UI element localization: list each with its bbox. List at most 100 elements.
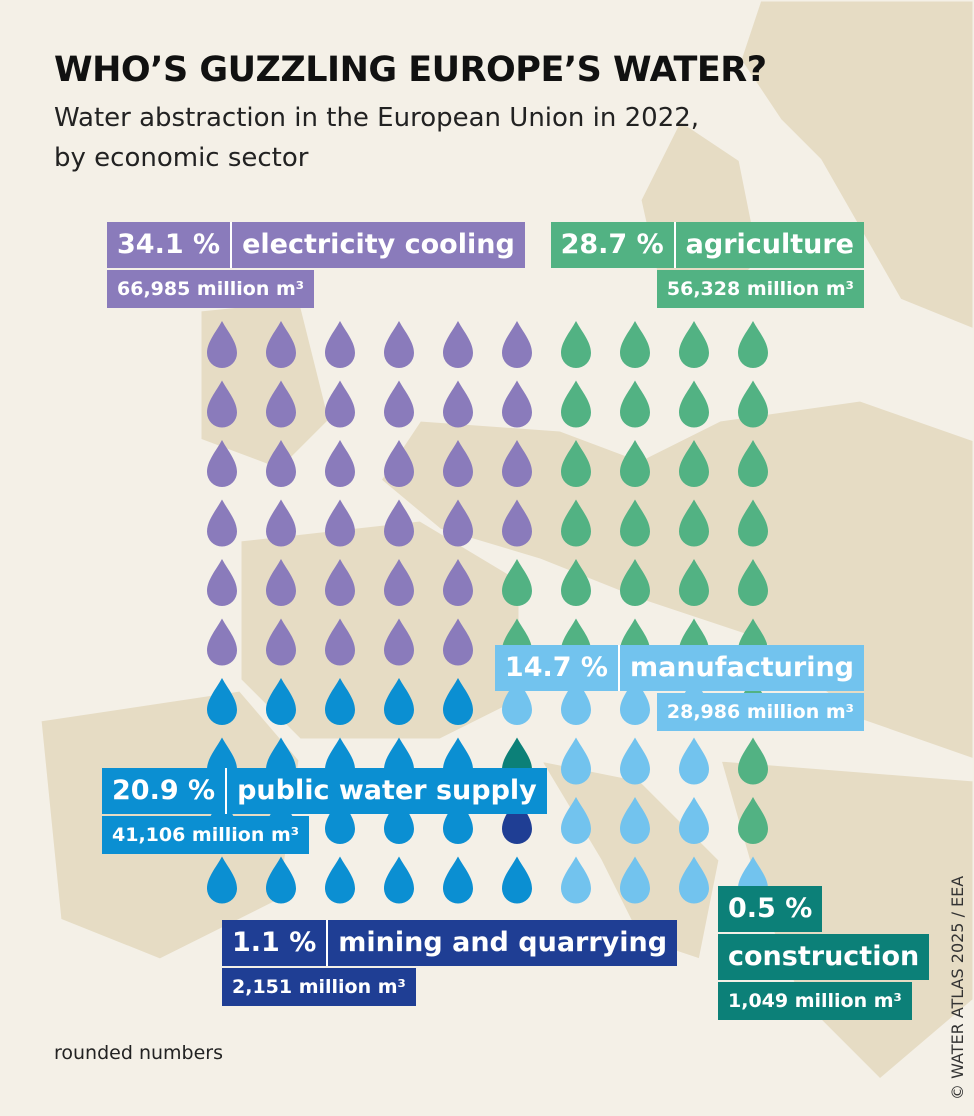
- drop: [207, 618, 237, 666]
- drop: [561, 678, 591, 725]
- drop: [679, 499, 709, 547]
- drop: [620, 321, 650, 368]
- drop: [620, 380, 650, 428]
- drop: [561, 499, 591, 547]
- drop: [325, 797, 355, 844]
- percent-label: 1.1 %: [222, 920, 329, 966]
- label-box: 34.1 % electricity cooling: [107, 222, 525, 268]
- drop: [325, 678, 355, 725]
- drop: [266, 380, 296, 428]
- drop: [266, 440, 296, 487]
- drop: [384, 380, 414, 428]
- drop: [620, 559, 650, 606]
- drop: [443, 797, 473, 844]
- drop: [679, 797, 709, 844]
- sector-name: construction: [718, 934, 930, 980]
- drop: [266, 499, 296, 547]
- drop: [502, 499, 532, 547]
- label-box: 20.9 % public water supply: [102, 768, 547, 814]
- credit: © WATER ATLAS 2025 / EEA: [948, 875, 967, 1100]
- note: rounded numbers: [54, 1042, 224, 1064]
- label-box: 14.7 % manufacturing: [494, 645, 864, 691]
- drop: [738, 380, 768, 428]
- drop: [738, 797, 768, 844]
- drop: [384, 856, 414, 904]
- subtitle: Water abstraction in the European Union …: [54, 103, 700, 173]
- drop: [738, 440, 768, 487]
- drop: [679, 440, 709, 487]
- drop: [502, 797, 532, 844]
- volume-label: 66,985 million m³: [107, 270, 315, 308]
- drop: [325, 618, 355, 666]
- drop: [738, 737, 768, 785]
- volume-label: 28,986 million m³: [656, 693, 864, 731]
- drop: [561, 380, 591, 428]
- drop: [679, 856, 709, 904]
- percent-label: 0.5 %: [718, 886, 823, 932]
- drop: [266, 321, 296, 368]
- drop: [620, 737, 650, 785]
- drop: [207, 856, 237, 904]
- sector-name: manufacturing: [629, 652, 854, 683]
- drop: [325, 321, 355, 368]
- drop: [620, 797, 650, 844]
- drop: [561, 737, 591, 785]
- volume-label: 2,151 million m³: [222, 968, 416, 1006]
- drop: [384, 797, 414, 844]
- title: WHO’S GUZZLING EUROPE’S WATER?: [54, 50, 767, 90]
- percent-label: 14.7 %: [495, 645, 620, 691]
- drop: [384, 499, 414, 547]
- drop: [384, 678, 414, 725]
- sector-name: electricity cooling: [242, 229, 515, 260]
- drop: [207, 321, 237, 368]
- drop: [325, 559, 355, 606]
- volume-label: 41,106 million m³: [102, 816, 310, 854]
- drop: [561, 797, 591, 844]
- drop: [738, 321, 768, 368]
- sector-name: public water supply: [237, 775, 537, 806]
- drop: [561, 856, 591, 904]
- drop: [325, 380, 355, 428]
- drop: [679, 321, 709, 368]
- drop: [384, 321, 414, 368]
- drop: [207, 559, 237, 606]
- percent-label: 28.7 %: [551, 222, 676, 268]
- label-box: 1.1 % mining and quarrying: [222, 920, 678, 966]
- sector-name: agriculture: [685, 229, 854, 260]
- volume-label: 1,049 million m³: [718, 982, 912, 1020]
- drop: [679, 737, 709, 785]
- drop: [443, 499, 473, 547]
- drop: [207, 440, 237, 487]
- drop: [443, 380, 473, 428]
- drop: [679, 380, 709, 428]
- drop: [679, 559, 709, 606]
- drop: [561, 321, 591, 368]
- drop: [266, 856, 296, 904]
- drop: [502, 321, 532, 368]
- drop: [738, 499, 768, 547]
- drop: [620, 678, 650, 725]
- drop: [384, 618, 414, 666]
- drop: [561, 440, 591, 487]
- drop: [325, 440, 355, 487]
- drop: [620, 856, 650, 904]
- drop: [207, 499, 237, 547]
- sector-name: mining and quarrying: [338, 927, 668, 958]
- drop: [502, 856, 532, 904]
- drop: [443, 618, 473, 666]
- drop: [266, 559, 296, 606]
- drop: [384, 559, 414, 606]
- volume-label: 56,328 million m³: [656, 270, 864, 308]
- drop: [443, 678, 473, 725]
- drop: [384, 440, 414, 487]
- drop: [207, 678, 237, 725]
- drop: [443, 440, 473, 487]
- drop: [502, 440, 532, 487]
- drop: [502, 559, 532, 606]
- label-box: 28.7 % agriculture: [550, 222, 864, 268]
- drop: [443, 321, 473, 368]
- percent-label: 34.1 %: [107, 222, 233, 268]
- drop: [266, 678, 296, 725]
- percent-label: 20.9 %: [102, 768, 228, 814]
